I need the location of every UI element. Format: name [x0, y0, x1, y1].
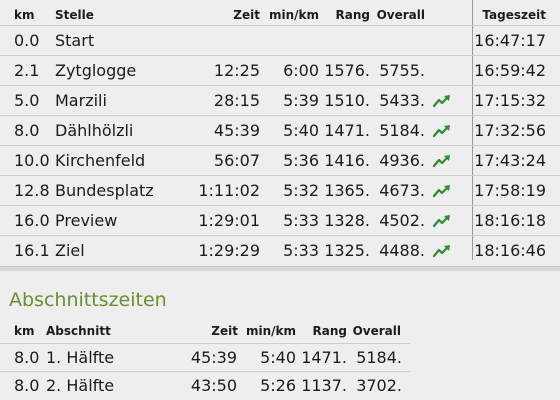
section-header-overall: Overall	[352, 324, 401, 338]
split-zeit: 1:29:01	[198, 211, 260, 230]
split-name: Ziel	[55, 241, 85, 260]
split-zeit: 45:39	[213, 121, 260, 140]
split-rang: 1576.	[324, 61, 370, 80]
split-pace: 6:00	[283, 61, 319, 80]
split-name: Preview	[55, 211, 118, 230]
split-km: 2.1	[14, 61, 40, 80]
splits-table: km Stelle Zeit min/km Rang Overall Tages…	[0, 0, 560, 265]
split-row: 10.0 Kirchenfeld 56:07 5:36 1416. 4936. 17:43:…	[0, 145, 560, 175]
section-overall: 3702.	[356, 376, 402, 395]
split-km: 8.0	[14, 121, 40, 140]
split-rang: 1328.	[324, 211, 370, 230]
column-divider	[472, 0, 473, 260]
split-overall: 5433.	[379, 91, 425, 110]
split-zeit: 56:07	[213, 151, 260, 170]
section-name: 1. Hälfte	[46, 348, 115, 367]
split-pace: 5:32	[283, 181, 319, 200]
trend-up-icon	[433, 124, 451, 138]
section-km: 8.0	[14, 348, 40, 367]
split-row: 5.0 Marzili 28:15 5:39 1510. 5433. 17:15:32	[0, 85, 560, 115]
header-rang: Rang	[335, 8, 370, 22]
section-header-km: km	[14, 324, 35, 338]
section-header-rang: Rang	[312, 324, 347, 338]
split-row: 12.8 Bundesplatz 1:11:02 5:32 1365. 4673. 17:5…	[0, 175, 560, 205]
split-row: 8.0 Dählhölzli 45:39 5:40 1471. 5184. 17:32:56	[0, 115, 560, 145]
split-km: 0.0	[14, 31, 40, 50]
split-km: 12.8	[14, 181, 50, 200]
split-tageszeit: 17:15:32	[474, 91, 546, 110]
split-pace: 5:36	[283, 151, 319, 170]
split-km: 10.0	[14, 151, 50, 170]
split-tageszeit: 16:59:42	[474, 61, 546, 80]
split-overall: 5184.	[379, 121, 425, 140]
split-name: Start	[55, 31, 95, 50]
trend-up-icon	[433, 154, 451, 168]
split-rang: 1416.	[324, 151, 370, 170]
split-tageszeit: 17:43:24	[474, 151, 546, 170]
split-name: Dählhölzli	[55, 121, 134, 140]
section-header-abschnitt: Abschnitt	[46, 324, 111, 338]
section-rang: 1137.	[301, 376, 347, 395]
split-name: Kirchenfeld	[55, 151, 146, 170]
split-tageszeit: 18:16:18	[474, 211, 546, 230]
section-pace: 5:40	[260, 348, 296, 367]
section-zeit: 43:50	[190, 376, 237, 395]
split-row: 0.0 Start 16:47:17	[0, 25, 560, 55]
section-row: 8.0 2. Hälfte 43:50 5:26 1137. 3702.	[0, 371, 410, 399]
split-zeit: 28:15	[213, 91, 260, 110]
split-tageszeit: 18:16:46	[474, 241, 546, 260]
split-tageszeit: 17:58:19	[474, 181, 546, 200]
split-name: Marzili	[55, 91, 107, 110]
trend-up-icon	[433, 94, 451, 108]
header-tageszeit: Tageszeit	[482, 8, 546, 22]
split-pace: 5:33	[283, 211, 319, 230]
trend-up-icon	[433, 244, 451, 258]
section-rang: 1471.	[301, 348, 347, 367]
section-km: 8.0	[14, 376, 40, 395]
split-name: Bundesplatz	[55, 181, 154, 200]
split-km: 16.0	[14, 211, 50, 230]
section-header-zeit: Zeit	[211, 324, 238, 338]
header-stelle: Stelle	[55, 8, 94, 22]
split-row: 16.0 Preview 1:29:01 5:33 1328. 4502. 18:16:18	[0, 205, 560, 235]
trend-up-icon	[433, 214, 451, 228]
split-overall: 5755.	[379, 61, 425, 80]
header-pace: min/km	[268, 8, 319, 22]
split-zeit: 1:11:02	[198, 181, 260, 200]
split-pace: 5:39	[283, 91, 319, 110]
split-zeit: 1:29:29	[198, 241, 260, 260]
split-pace: 5:33	[283, 241, 319, 260]
split-rang: 1365.	[324, 181, 370, 200]
section-pace: 5:26	[260, 376, 296, 395]
section-name: 2. Hälfte	[46, 376, 115, 395]
split-name: Zytglogge	[55, 61, 137, 80]
split-overall: 4936.	[379, 151, 425, 170]
header-km: km	[14, 8, 35, 22]
split-overall: 4673.	[379, 181, 425, 200]
header-zeit: Zeit	[233, 8, 260, 22]
split-row: 16.1 Ziel 1:29:29 5:33 1325. 4488. 18:16:46	[0, 235, 560, 265]
header-overall: Overall	[376, 8, 425, 22]
split-rang: 1471.	[324, 121, 370, 140]
split-tageszeit: 17:32:56	[474, 121, 546, 140]
split-km: 5.0	[14, 91, 40, 110]
section-overall: 5184.	[356, 348, 402, 367]
split-rang: 1510.	[324, 91, 370, 110]
section-title: Abschnittszeiten	[9, 289, 167, 311]
split-tageszeit: 16:47:17	[474, 31, 546, 50]
section-zeit: 45:39	[190, 348, 237, 367]
split-rang: 1325.	[324, 241, 370, 260]
split-row: 2.1 Zytglogge 12:25 6:00 1576. 5755. 16:59:42	[0, 55, 560, 85]
split-km: 16.1	[14, 241, 50, 260]
section-header-pace: min/km	[245, 324, 296, 338]
split-overall: 4488.	[379, 241, 425, 260]
split-overall: 4502.	[379, 211, 425, 230]
section-row: 8.0 1. Hälfte 45:39 5:40 1471. 5184.	[0, 343, 410, 371]
trend-up-icon	[433, 184, 451, 198]
split-zeit: 12:25	[213, 61, 260, 80]
section-divider	[0, 266, 560, 271]
split-pace: 5:40	[283, 121, 319, 140]
